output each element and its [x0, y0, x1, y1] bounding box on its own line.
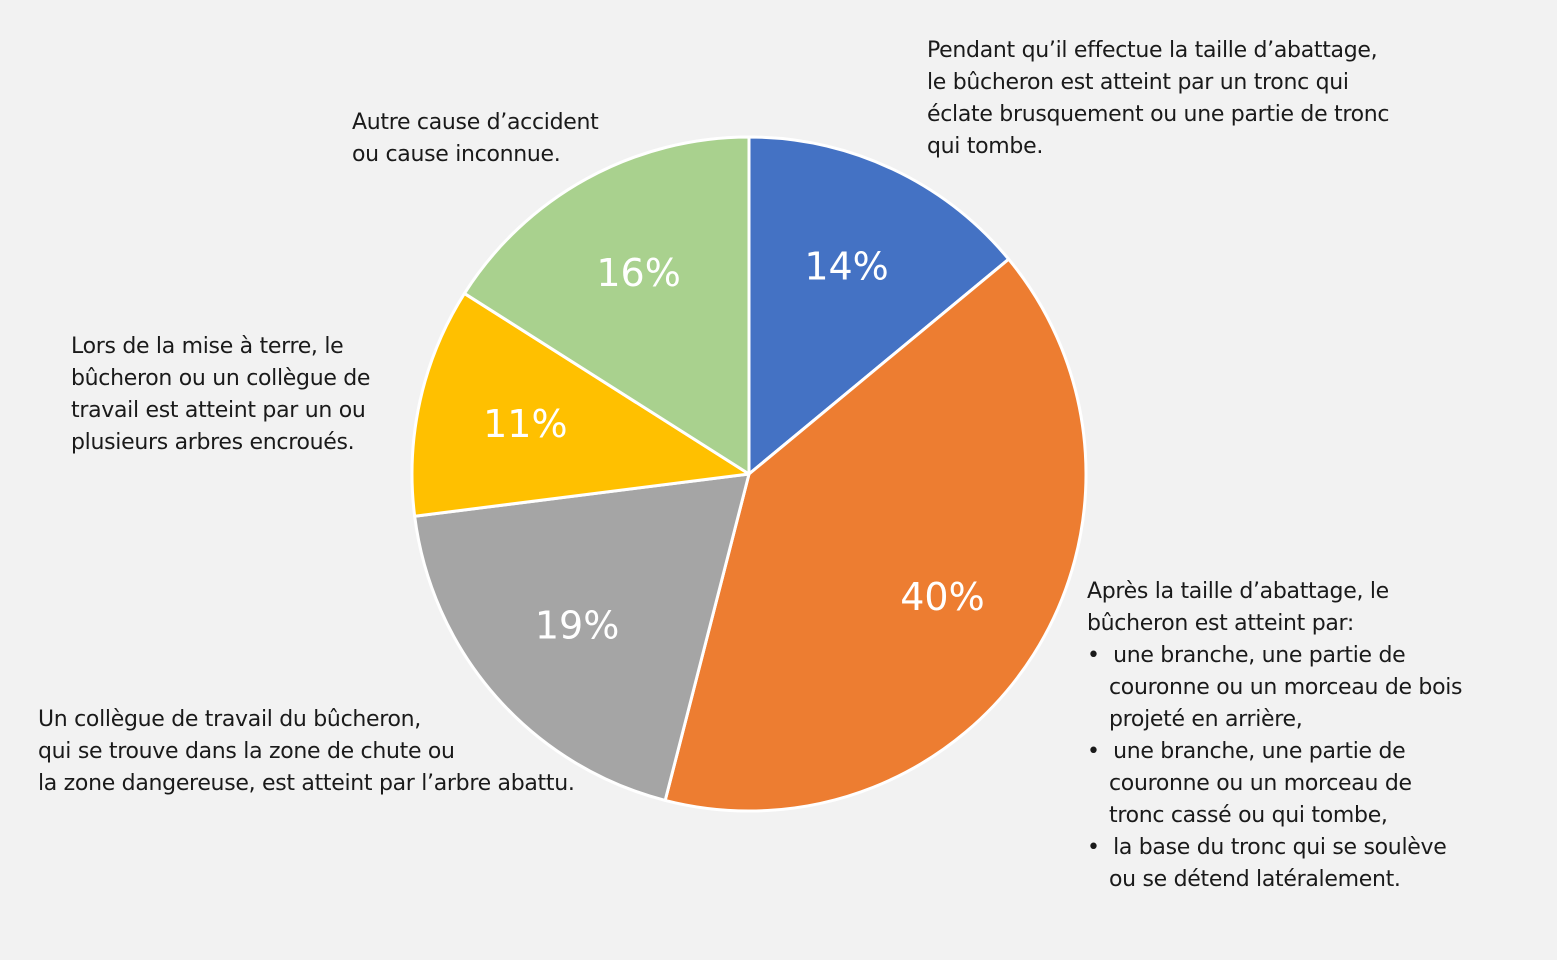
callout-line: une branche, une partie de [1113, 739, 1406, 764]
slice-data-label: 16% [596, 251, 680, 295]
bullet-dot-icon: • [1087, 643, 1114, 668]
callout-line: tronc cassé ou qui tombe, [1109, 803, 1388, 828]
pie-slice-14 [747, 135, 1011, 476]
callout-line: la base du tronc qui se soulève [1113, 835, 1447, 860]
callout-line: Lors de la mise à terre, le [71, 334, 344, 359]
callout-line: plusieurs arbres encroués. [71, 430, 355, 455]
callout-line: qui tombe. [927, 134, 1044, 159]
callout-line: travail est atteint par un ou [71, 398, 366, 423]
slice-data-label: 14% [804, 245, 888, 289]
callout-bullet-item: • une branche, une partie de couronne ou… [1087, 640, 1463, 736]
callout-line: Pendant qu’il effectue la taille d’abatt… [927, 38, 1378, 63]
callout-slice-16: Autre cause d’accident ou cause inconnue… [352, 107, 599, 171]
callout-line: couronne ou un morceau de [1109, 771, 1412, 796]
callout-line: le bûcheron est atteint par un tronc qui [927, 70, 1349, 95]
pie-slice-40 [663, 257, 1088, 813]
callout-line: qui se trouve dans la zone de chute ou [38, 739, 455, 764]
callout-bullet-item: • la base du tronc qui se soulève ou se … [1087, 832, 1462, 896]
pie-slice-11 [410, 291, 751, 518]
callout-slice-14: Pendant qu’il effectue la taille d’abatt… [927, 35, 1390, 163]
callout-slice-19: Un collègue de travail du bûcheron, qui … [38, 704, 575, 800]
callout-line: Autre cause d’accident [352, 110, 599, 135]
callout-line: projeté en arrière, [1109, 707, 1303, 732]
pie-slice-16 [462, 135, 751, 476]
callout-line: la zone dangereuse, est atteint par l’ar… [38, 771, 575, 796]
slice-data-label: 11% [483, 402, 567, 446]
callout-line: Après la taille d’abattage, le [1087, 579, 1389, 604]
slice-data-label: 19% [535, 604, 619, 648]
callout-line: ou cause inconnue. [352, 142, 561, 167]
bullet-dot-icon: • [1087, 835, 1114, 860]
callout-line: Un collègue de travail du bûcheron, [38, 707, 421, 732]
callout-line: ou se détend latéralement. [1109, 867, 1401, 892]
callout-line: éclate brusquement ou une partie de tron… [927, 102, 1390, 127]
callout-slice-11: Lors de la mise à terre, le bûcheron ou … [71, 331, 370, 459]
callout-line: une branche, une partie de [1113, 643, 1406, 668]
callout-bullet-item: • une branche, une partie de couronne ou… [1087, 736, 1462, 832]
callout-line: couronne ou un morceau de bois [1109, 675, 1463, 700]
callout-line: bûcheron ou un collègue de [71, 366, 371, 391]
callout-slice-40: Après la taille d’abattage, le bûcheron … [1087, 576, 1463, 896]
pie-slice-19 [413, 472, 751, 802]
slice-data-label: 40% [900, 575, 984, 619]
bullet-dot-icon: • [1087, 739, 1114, 764]
callout-line: bûcheron est atteint par: [1087, 611, 1355, 636]
